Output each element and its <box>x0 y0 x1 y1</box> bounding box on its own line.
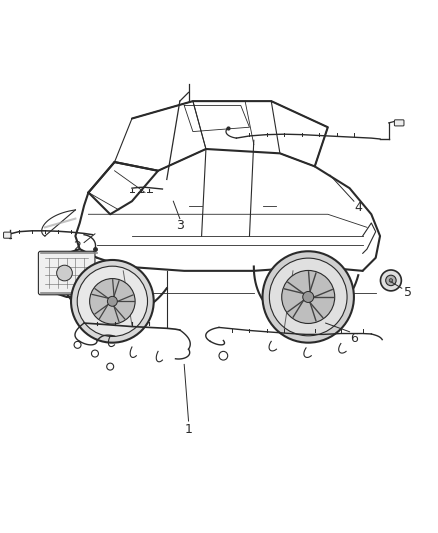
Circle shape <box>386 275 396 286</box>
Circle shape <box>303 292 314 302</box>
Text: 2: 2 <box>74 240 81 253</box>
FancyBboxPatch shape <box>394 120 404 126</box>
FancyBboxPatch shape <box>4 232 11 238</box>
FancyBboxPatch shape <box>39 251 95 295</box>
Circle shape <box>282 270 335 324</box>
Circle shape <box>381 270 401 291</box>
Text: 1: 1 <box>184 423 192 436</box>
Circle shape <box>389 279 392 282</box>
Circle shape <box>262 251 354 343</box>
Circle shape <box>57 265 72 281</box>
Circle shape <box>269 258 347 336</box>
Circle shape <box>71 260 154 343</box>
Circle shape <box>107 296 117 306</box>
Circle shape <box>77 266 148 336</box>
Circle shape <box>90 279 135 324</box>
Text: 5: 5 <box>404 286 412 299</box>
Text: 4: 4 <box>354 201 362 214</box>
Text: 6: 6 <box>350 332 358 345</box>
Text: 3: 3 <box>176 219 184 232</box>
